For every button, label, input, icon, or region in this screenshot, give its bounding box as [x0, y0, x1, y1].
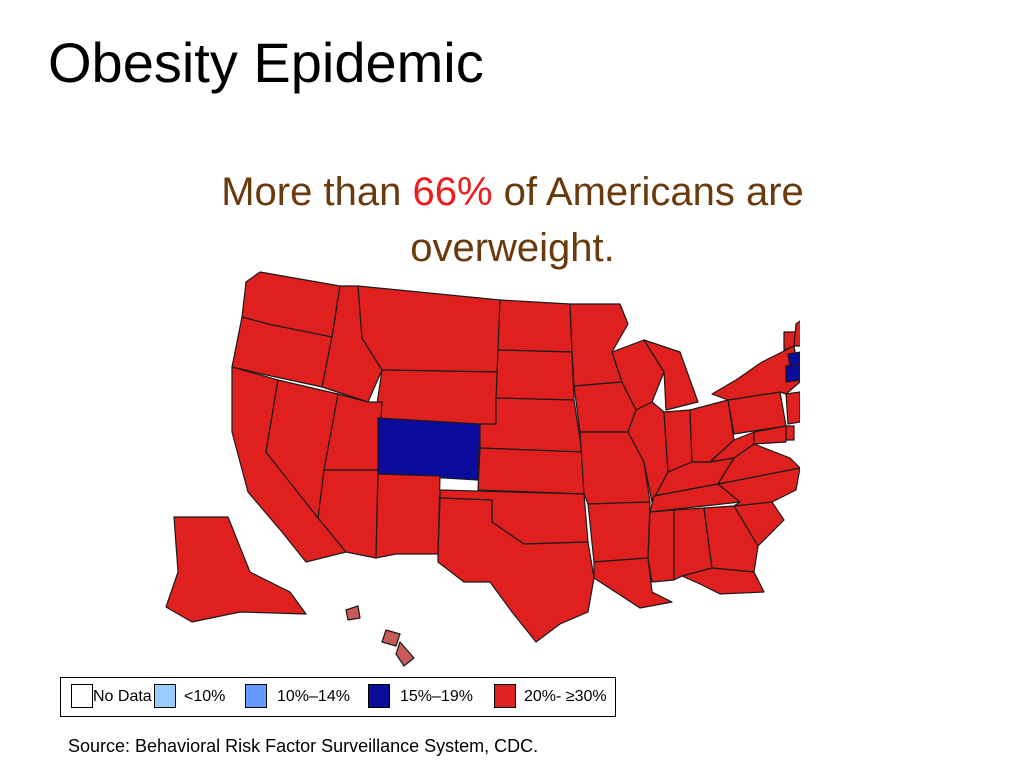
state-colorado: [377, 417, 481, 481]
state-alaska: [165, 516, 307, 623]
state-north-dakota: [497, 299, 573, 353]
source-citation: Source: Behavioral Risk Factor Surveilla…: [68, 736, 539, 756]
state-florida: [681, 567, 765, 595]
legend: No Data <10% 10%–14% 15%–19% 20%- ≥30%: [60, 677, 616, 717]
state-maryland: [753, 425, 787, 445]
state-hawaii: [345, 605, 415, 667]
state-new-york: [711, 345, 800, 401]
legend-swatch-20-30: [494, 684, 516, 708]
legend-swatch-10-14: [245, 684, 267, 708]
state-kansas: [477, 447, 585, 495]
state-delaware: [785, 425, 795, 441]
legend-label-15-19: 15%–19%: [400, 688, 473, 705]
legend-label-no-data: No Data: [93, 688, 152, 706]
state-massachusetts: [787, 351, 800, 367]
state-georgia: [703, 505, 759, 573]
state-arizona: [317, 469, 379, 559]
legend-swatch-15-19: [368, 684, 390, 708]
state-mississippi: [647, 509, 675, 583]
slide-title: Obesity Epidemic: [48, 31, 484, 94]
state-virginia: [717, 443, 800, 485]
state-montana: [357, 285, 501, 373]
slide-subtitle: More than 66% of Americans are overweigh…: [150, 164, 875, 276]
legend-label-10-14: 10%–14%: [277, 688, 350, 705]
state-new-mexico: [375, 473, 441, 559]
legend-swatch-under-10: [154, 684, 176, 708]
subtitle-suffix: of Americans are overweight.: [410, 170, 804, 270]
subtitle-prefix: More than: [221, 170, 413, 214]
legend-label-under-10: <10%: [184, 688, 226, 705]
state-arkansas: [587, 501, 651, 563]
state-new-hampshire: [793, 320, 800, 347]
us-state-map: [165, 271, 800, 667]
legend-swatch-no-data: [71, 684, 93, 708]
state-new-jersey: [785, 391, 800, 425]
state-connecticut: [785, 363, 800, 383]
state-michigan: [643, 339, 699, 411]
state-indiana: [663, 409, 693, 473]
legend-label-20-30: 20%- ≥30%: [524, 688, 607, 705]
state-south-dakota: [495, 349, 575, 401]
state-texas: [437, 497, 595, 643]
subtitle-highlight: 66%: [412, 170, 493, 214]
state-north-carolina: [717, 467, 800, 507]
